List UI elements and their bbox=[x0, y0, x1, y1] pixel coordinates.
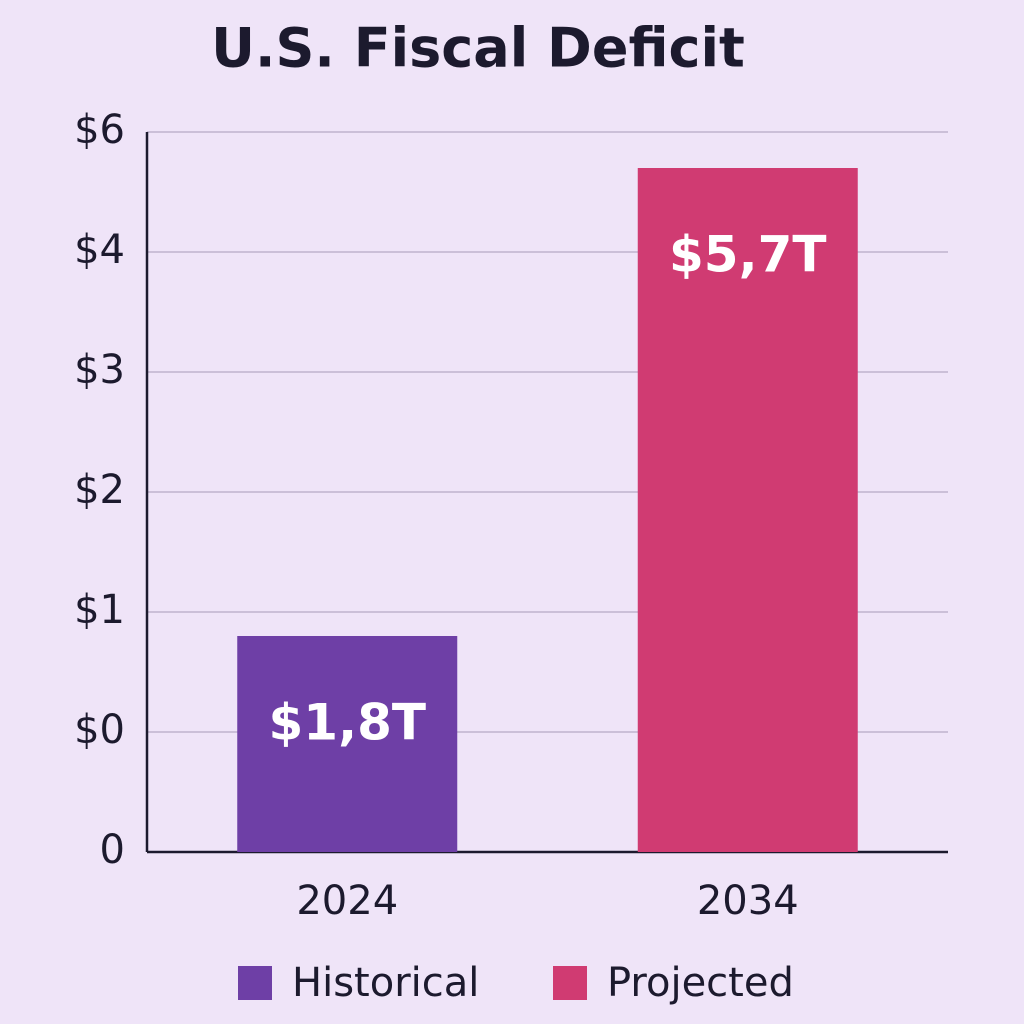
y-tick-label: $0 bbox=[74, 707, 125, 753]
legend-swatch bbox=[553, 966, 587, 1000]
y-tick-label: $6 bbox=[74, 107, 125, 153]
legend-label: Projected bbox=[607, 960, 794, 1006]
data-label: $5,7T bbox=[669, 226, 826, 284]
y-tick-label: $3 bbox=[74, 347, 125, 393]
bar bbox=[637, 168, 858, 852]
chart-title: U.S. Fiscal Deficit bbox=[211, 17, 745, 80]
y-tick-label: 0 bbox=[100, 827, 125, 873]
y-tick-label: $4 bbox=[74, 227, 125, 273]
data-label: $1,8T bbox=[269, 694, 426, 752]
x-tick-label: 2024 bbox=[296, 878, 398, 924]
legend-label: Historical bbox=[292, 960, 479, 1006]
x-tick-label: 2034 bbox=[697, 878, 799, 924]
legend-swatch bbox=[238, 966, 272, 1000]
bar bbox=[237, 636, 458, 852]
y-tick-label: $1 bbox=[74, 587, 125, 633]
y-tick-label: $2 bbox=[74, 467, 125, 513]
